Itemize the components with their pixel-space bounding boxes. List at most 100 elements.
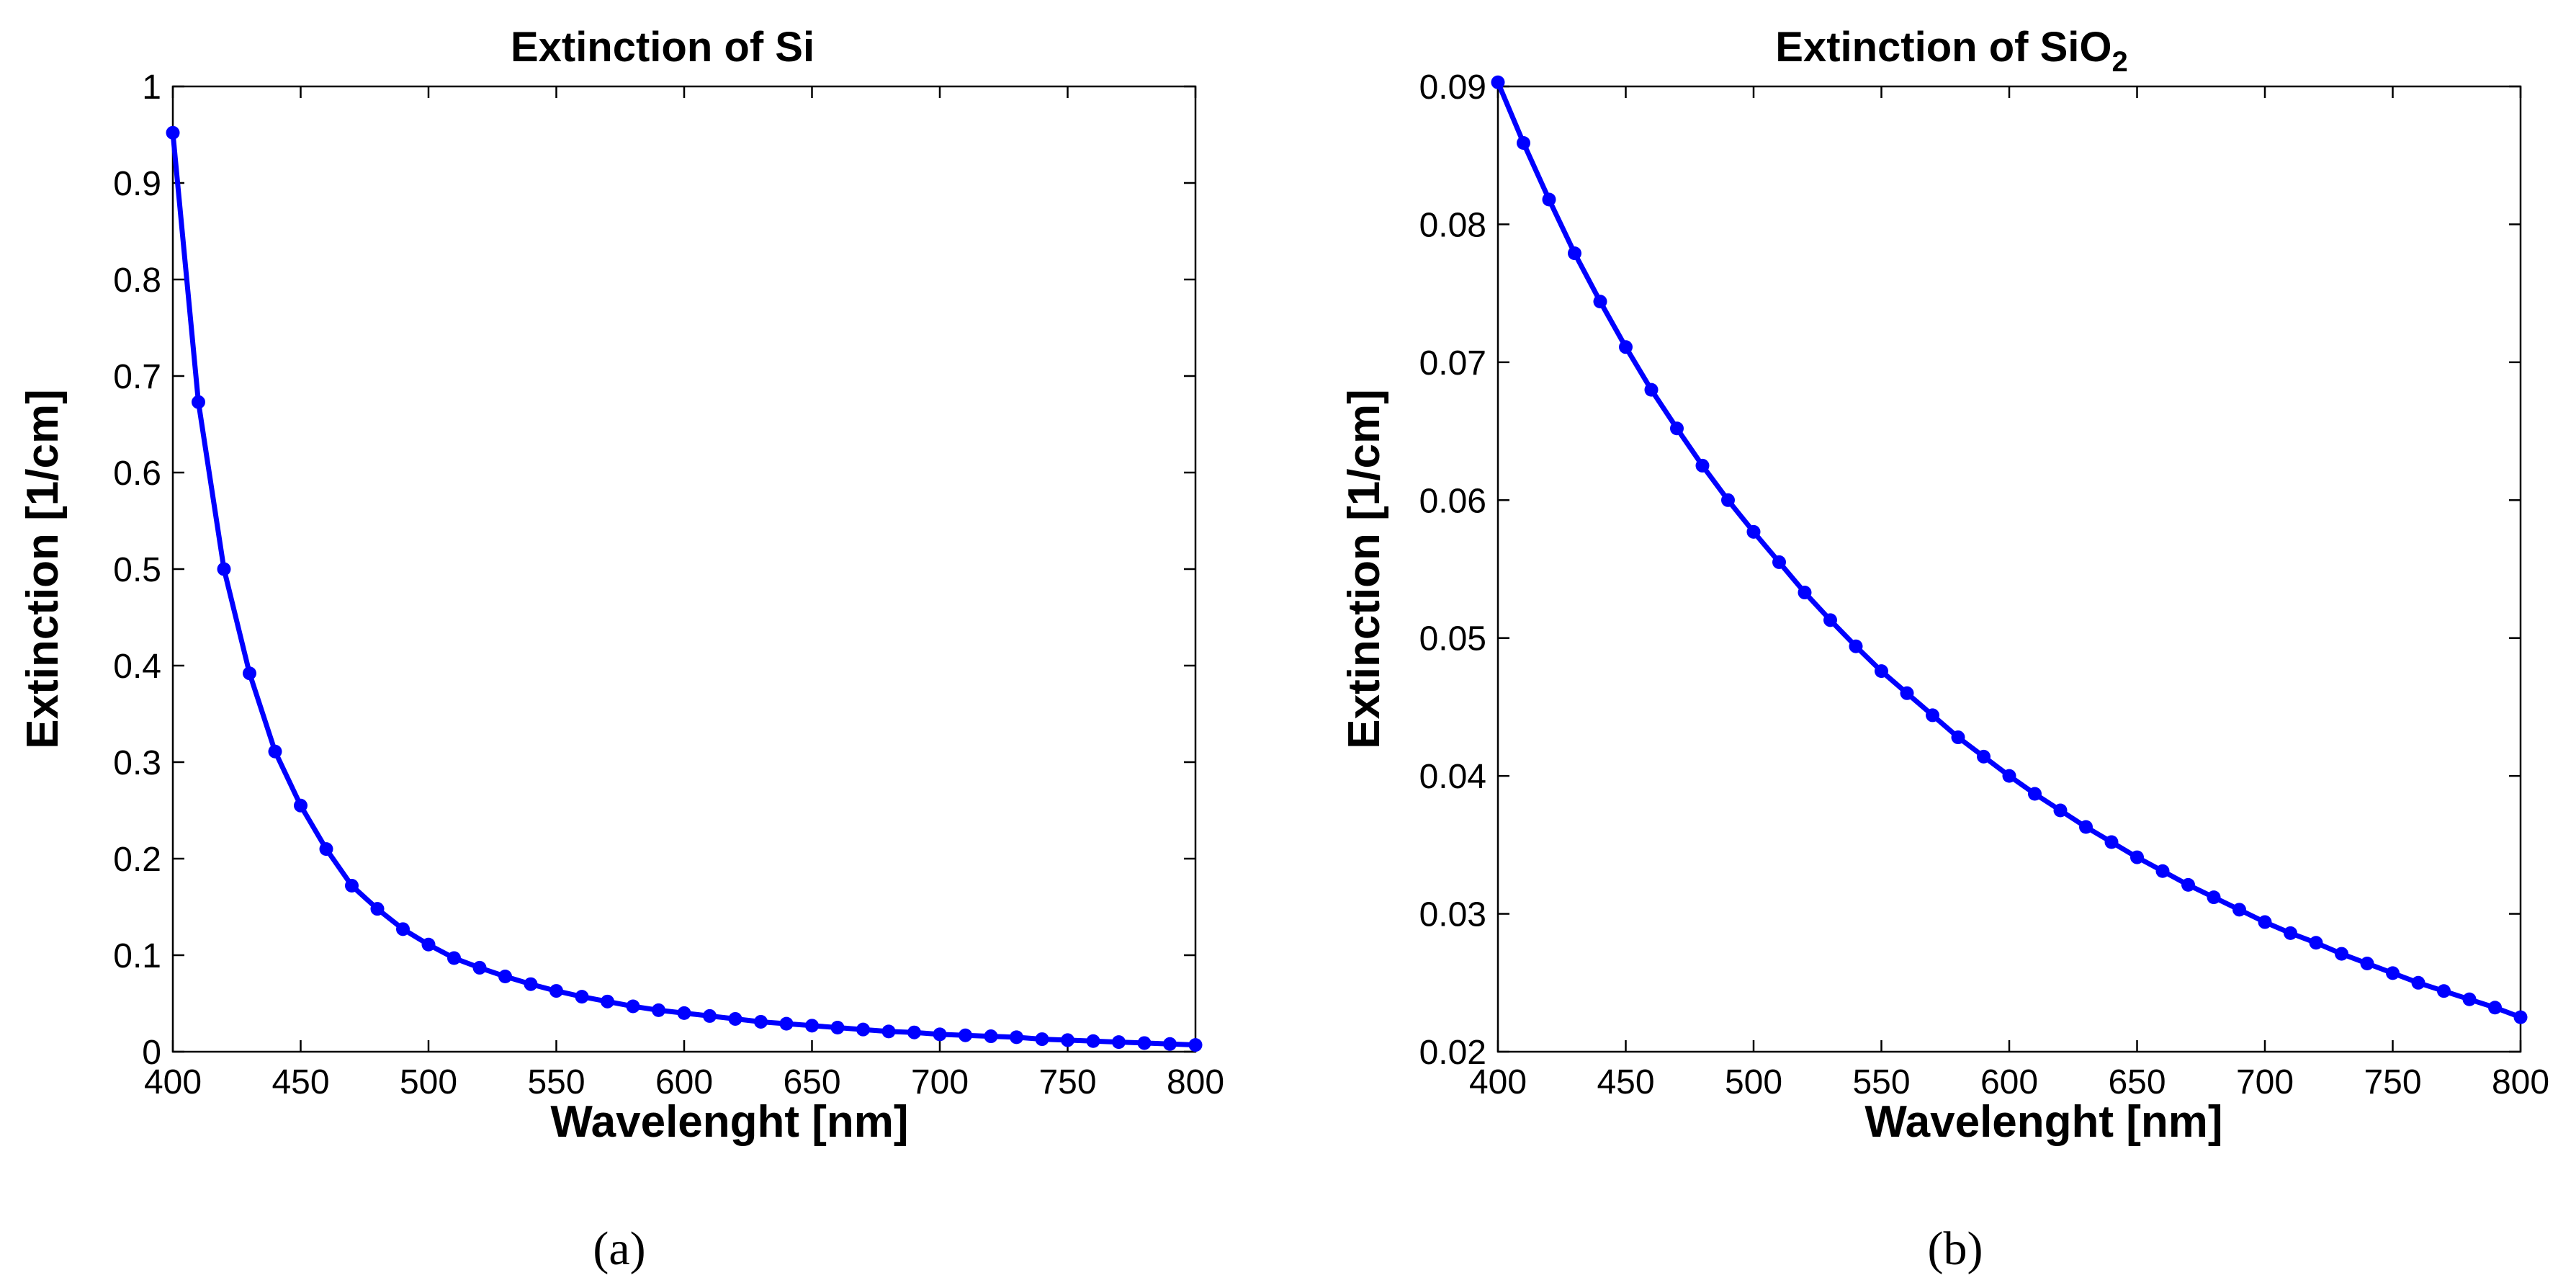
x-tick-label: 400 [1469, 1063, 1527, 1101]
data-point [1086, 1034, 1100, 1048]
y-axis-label: Extinction [1/cm] [18, 389, 68, 749]
data-point [1721, 493, 1735, 507]
data-point [1568, 246, 1581, 261]
data-point [933, 1027, 947, 1042]
x-tick-label: 550 [1852, 1063, 1910, 1101]
data-point [2155, 864, 2170, 878]
chart-panel-sio2: Extinction of SiO2 400 450 500 550 600 650 700… [1339, 24, 2549, 1275]
plot-frame [171, 85, 1197, 1053]
x-axis-label: Wavelenght [nm] [1864, 1097, 2222, 1147]
data-point [447, 951, 461, 965]
y-tick-label: 0.3 [113, 744, 161, 782]
data-point [1746, 524, 1761, 539]
x-tick-label: 750 [1038, 1063, 1096, 1101]
data-point [2462, 992, 2477, 1006]
x-tick-label: 450 [1597, 1063, 1654, 1101]
data-point [1977, 749, 1991, 764]
data-point [805, 1019, 819, 1033]
y-tick-label: 0.06 [1419, 482, 1486, 520]
y-axis-label: Extinction [1/cm] [1339, 389, 1389, 749]
x-tick-label: 800 [1167, 1063, 1224, 1101]
data-point [907, 1025, 921, 1039]
title-main: Extinction of SiO [1775, 24, 2111, 71]
x-tick-label: 600 [1980, 1063, 2038, 1101]
y-tick-label: 0.8 [113, 261, 161, 300]
data-point [1823, 613, 1837, 627]
x-tick-label: 500 [1725, 1063, 1782, 1101]
data-point [370, 902, 385, 916]
data-point [1798, 586, 1812, 600]
data-point [1849, 639, 1863, 653]
x-tick-label: 800 [2492, 1063, 2549, 1101]
data-point [959, 1028, 972, 1042]
data-point [984, 1029, 998, 1044]
y-tick-label: 0.6 [113, 455, 161, 493]
y-tick-label: 0.1 [113, 937, 161, 975]
data-point [1188, 1038, 1203, 1052]
panel-caption: (a) [593, 1222, 645, 1275]
data-point [677, 1006, 691, 1020]
data-point [2513, 1010, 2528, 1024]
data-point [2002, 769, 2016, 783]
data-point [575, 990, 589, 1004]
data-point [1112, 1035, 1126, 1050]
data-point [754, 1014, 768, 1029]
x-tick-label: 450 [271, 1063, 329, 1101]
data-point [166, 125, 180, 140]
x-tick-label: 650 [783, 1063, 840, 1101]
data-point [856, 1022, 870, 1037]
data-point [2028, 787, 2042, 801]
data-point [1695, 458, 1710, 473]
data-point [881, 1024, 896, 1039]
data-point [2437, 984, 2451, 998]
data-point [1010, 1030, 1023, 1045]
data-point [626, 999, 640, 1014]
y-tick-label: 0.09 [1419, 68, 1486, 107]
data-point [319, 842, 333, 857]
data-point [1593, 295, 1607, 309]
data-point [396, 922, 410, 936]
data-point [728, 1011, 742, 1026]
x-tick-label: 400 [144, 1063, 202, 1101]
axis-ticks: 400 450 500 550 600 650 700 750 800 0 0.1 0.2 0.3 0.4… [113, 68, 1224, 1101]
data-point [268, 744, 282, 759]
x-tick-label: 700 [2236, 1063, 2294, 1101]
data-point [1900, 686, 1914, 700]
y-tick-label: 0.9 [113, 165, 161, 203]
data-point [498, 969, 512, 983]
series-line [1495, 81, 2522, 1020]
data-point [2309, 936, 2323, 950]
data-point [2258, 915, 2272, 929]
data-point [779, 1016, 794, 1031]
data-point [1619, 340, 1633, 354]
data-point [345, 879, 359, 893]
y-tick-label: 0.2 [113, 841, 161, 879]
data-point [2079, 820, 2093, 834]
y-tick-label: 0.07 [1419, 344, 1486, 383]
data-point [1670, 421, 1684, 436]
data-point [1542, 192, 1556, 207]
x-tick-label: 650 [2108, 1063, 2166, 1101]
data-point [1517, 135, 1530, 150]
data-series [166, 125, 1203, 1052]
data-point [294, 798, 308, 813]
data-point [1644, 383, 1659, 397]
series-line [170, 132, 1196, 1048]
y-tick-label: 0.5 [113, 551, 161, 589]
data-point [2181, 877, 2195, 892]
data-point [1875, 664, 1888, 679]
y-tick-label: 0.04 [1419, 758, 1486, 796]
data-point [1163, 1037, 1177, 1051]
x-tick-label: 600 [655, 1063, 713, 1101]
axis-ticks: 400 450 500 550 600 650 700 750 800 0.02 0.03 0.04 0… [1419, 68, 2549, 1101]
data-point [524, 977, 538, 991]
data-point [2232, 903, 2246, 917]
data-point [2386, 966, 2400, 980]
data-point [549, 984, 563, 998]
data-point [243, 666, 256, 681]
x-tick-label: 500 [400, 1063, 457, 1101]
y-tick-label: 0.7 [113, 358, 161, 396]
chart-title: Extinction of SiO2 [1775, 24, 2127, 78]
data-point [2360, 956, 2374, 970]
data-point [1061, 1033, 1074, 1047]
